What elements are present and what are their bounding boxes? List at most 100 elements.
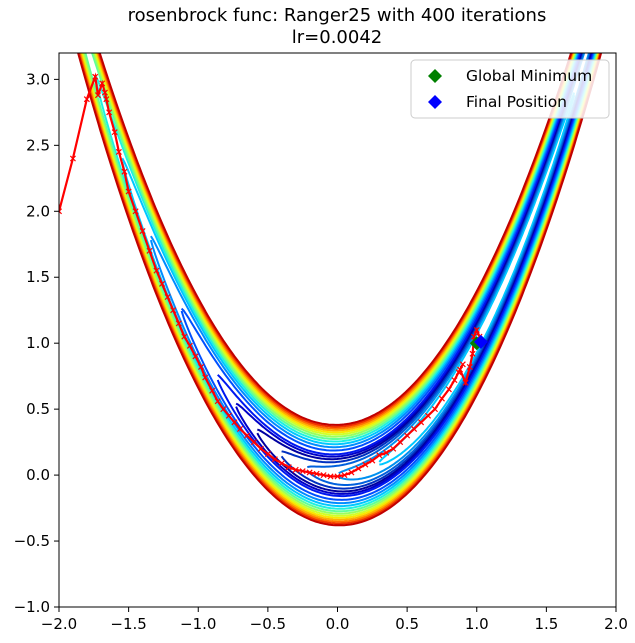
path-point xyxy=(170,307,177,314)
path-point xyxy=(132,208,139,215)
path-point xyxy=(121,168,128,175)
path-point xyxy=(198,363,205,370)
path-point xyxy=(397,439,404,446)
path-point xyxy=(250,439,257,446)
x-tick-label: 1.5 xyxy=(534,615,558,633)
x-tick-label: 0.5 xyxy=(395,615,419,633)
x-tick-label: 0.0 xyxy=(326,615,350,633)
legend-marker-global-minimum xyxy=(428,69,442,83)
y-tick-label: −0.5 xyxy=(14,532,50,550)
path-point xyxy=(59,208,63,215)
path-point xyxy=(159,280,166,287)
legend-label-global-minimum: Global Minimum xyxy=(466,67,592,85)
chart-subtitle: lr=0.0042 xyxy=(292,27,382,48)
y-axis: −1.0 −0.5 0.0 0.5 1.0 1.5 2.0 2.5 3.0 xyxy=(14,70,59,616)
path-point xyxy=(473,326,480,334)
optimizer-path xyxy=(59,72,484,480)
path-point xyxy=(181,333,188,340)
path-point xyxy=(186,342,193,349)
path-point xyxy=(220,406,227,413)
path-point xyxy=(327,473,334,480)
path-point xyxy=(202,374,209,381)
path-point xyxy=(175,320,182,327)
path-point xyxy=(466,363,473,370)
path-point xyxy=(111,129,118,136)
position-markers xyxy=(469,334,488,351)
path-point xyxy=(83,96,90,103)
path-point xyxy=(418,419,425,426)
path-point xyxy=(214,398,221,405)
y-tick-label: 2.5 xyxy=(26,136,50,154)
path-point xyxy=(313,470,320,477)
x-tick-label: −1.5 xyxy=(110,615,146,633)
contour-lines xyxy=(77,53,603,527)
y-tick-label: 1.5 xyxy=(26,268,50,286)
x-tick-label: −2.0 xyxy=(41,615,77,633)
path-point xyxy=(299,468,306,475)
path-point xyxy=(69,155,76,162)
path-point xyxy=(383,449,390,456)
path-point xyxy=(99,80,106,87)
path-point xyxy=(94,92,102,99)
path-point xyxy=(225,412,232,419)
path-point xyxy=(390,445,397,452)
path-point xyxy=(106,109,113,116)
path-point xyxy=(292,466,299,473)
path-point xyxy=(469,350,476,357)
contour-line xyxy=(338,53,590,481)
path-point xyxy=(115,148,122,155)
path-point xyxy=(431,406,438,413)
legend-marker-final-position xyxy=(428,95,442,109)
path-point xyxy=(457,366,464,373)
path-point xyxy=(164,293,171,301)
path-point xyxy=(355,465,362,472)
path-point xyxy=(101,89,108,96)
path-point xyxy=(139,228,146,235)
path-point xyxy=(334,473,341,480)
y-tick-label: −1.0 xyxy=(14,598,50,616)
path-point xyxy=(92,73,99,80)
path-point xyxy=(462,379,469,386)
path-point xyxy=(320,472,327,479)
path-point xyxy=(257,445,264,452)
y-tick-label: 0.0 xyxy=(26,466,50,484)
y-tick-label: 0.5 xyxy=(26,400,50,418)
y-tick-label: 1.0 xyxy=(26,334,50,352)
x-tick-label: −1.0 xyxy=(180,615,216,633)
contour-line xyxy=(217,53,581,456)
legend: Global Minimum Final Position xyxy=(410,59,610,119)
x-axis: −2.0 −1.5 −1.0 −0.5 0.0 0.5 1.0 1.5 2.0 xyxy=(41,607,628,633)
path-point xyxy=(341,472,348,479)
path-point xyxy=(103,96,110,103)
path-point xyxy=(153,267,160,274)
path-point xyxy=(192,353,199,360)
path-point xyxy=(459,361,466,368)
contour-line xyxy=(180,53,580,452)
path-point xyxy=(362,461,369,468)
chart-title: rosenbrock func: Ranger25 with 400 itera… xyxy=(128,5,547,26)
path-point xyxy=(231,419,238,426)
path-point xyxy=(438,395,445,402)
path-point xyxy=(369,457,376,464)
path-point xyxy=(264,450,271,458)
path-point xyxy=(209,387,216,394)
path-point xyxy=(445,386,452,393)
path-point xyxy=(278,460,285,467)
path-point xyxy=(376,452,383,459)
x-tick-label: 1.0 xyxy=(465,615,489,633)
x-tick-label: −0.5 xyxy=(250,615,286,633)
path-point xyxy=(146,247,153,254)
path-point xyxy=(404,432,411,439)
legend-label-final-position: Final Position xyxy=(466,93,567,111)
final-position-marker xyxy=(473,334,488,349)
path-point xyxy=(348,469,355,476)
contour-line xyxy=(379,94,576,466)
path-point xyxy=(125,188,132,195)
y-tick-label: 3.0 xyxy=(26,70,50,88)
contour-line xyxy=(77,53,603,527)
path-point xyxy=(306,469,313,476)
path-point xyxy=(285,464,292,471)
y-tick-label: 2.0 xyxy=(26,202,50,220)
x-tick-label: 2.0 xyxy=(604,615,628,633)
